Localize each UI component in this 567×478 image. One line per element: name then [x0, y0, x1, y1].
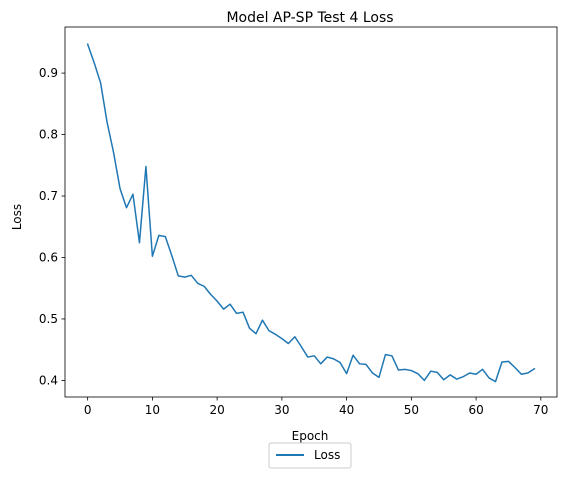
- y-tick-label: 0.9: [39, 66, 58, 80]
- y-tick-label: 0.8: [39, 128, 58, 142]
- x-tick-label: 50: [404, 403, 419, 417]
- x-tick-label: 40: [339, 403, 354, 417]
- x-tick-label: 30: [274, 403, 289, 417]
- y-axis-title: Loss: [10, 204, 24, 230]
- plot-frame: [64, 26, 558, 398]
- x-tick-label: 10: [145, 403, 160, 417]
- y-axis: 0.4 0.5 0.6 0.7 0.8 0.9: [39, 66, 65, 387]
- y-tick-label: 0.4: [39, 373, 58, 387]
- y-tick-label: 0.6: [39, 250, 58, 264]
- legend-box: [268, 442, 352, 469]
- y-tick-label: 0.5: [39, 312, 58, 326]
- chart-title: Model AP-SP Test 4 Loss: [226, 10, 393, 26]
- x-axis-title: Epoch: [292, 429, 329, 443]
- y-tick-label: 0.7: [39, 189, 58, 203]
- series-line-loss: [86, 43, 536, 383]
- x-axis: 0 10 20 30 40 50 60 70: [84, 397, 548, 417]
- series-layer: [86, 43, 536, 383]
- x-tick-label: 70: [533, 403, 548, 417]
- legend: Loss: [268, 442, 352, 469]
- x-tick-label: 20: [209, 403, 224, 417]
- x-tick-label: 0: [84, 403, 92, 417]
- x-tick-label: 60: [468, 403, 483, 417]
- legend-label-loss: Loss: [314, 448, 340, 462]
